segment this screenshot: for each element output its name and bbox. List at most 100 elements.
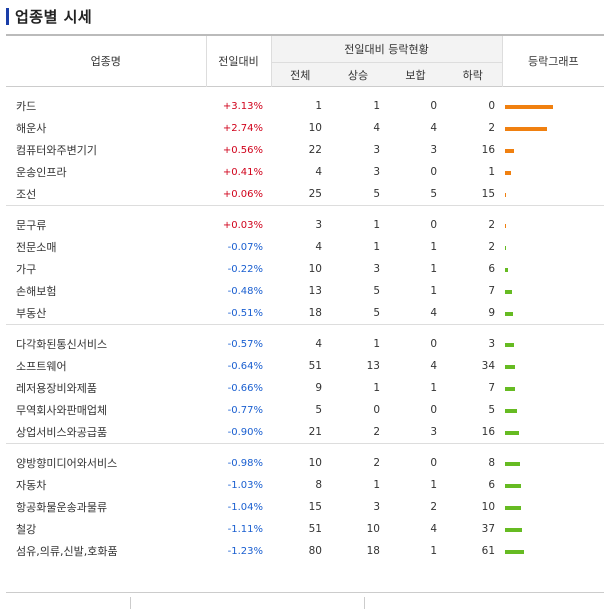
total-count: 51 — [308, 360, 322, 372]
table-body: 카드 +3.13% 1 1 0 0 해운사 +2.74% 10 4 4 2 컴퓨터와주변기기 +0.56%… — [6, 87, 605, 571]
total-count: 21 — [308, 426, 322, 438]
sector-name-link[interactable]: 해운사 — [16, 122, 47, 135]
table-row[interactable]: 컴퓨터와주변기기 +0.56% 22 3 3 16 — [6, 139, 604, 161]
sector-name-link[interactable]: 레저용장비와제품 — [16, 382, 97, 395]
sector-name-link[interactable]: 양방향미디어와서비스 — [16, 457, 118, 470]
sector-name-link[interactable]: 상업서비스와공급품 — [16, 426, 108, 439]
sector-name-link[interactable]: 무역회사와판매업체 — [16, 404, 108, 417]
table-row[interactable]: 조선 +0.06% 25 5 5 15 — [6, 183, 604, 206]
change-rate: -0.90% — [227, 426, 263, 438]
sector-name-link[interactable]: 문구류 — [16, 219, 47, 232]
change-graph-cell — [502, 95, 604, 117]
change-graph-cell — [502, 355, 604, 377]
sector-name-link[interactable]: 철강 — [16, 523, 37, 536]
table-row[interactable]: 항공화물운송과물류 -1.04% 15 3 2 10 — [6, 496, 604, 518]
change-graph-cell — [502, 377, 604, 399]
change-bar — [505, 192, 507, 197]
flat-count: 1 — [430, 545, 437, 557]
rise-count: 1 — [373, 382, 380, 394]
table-row[interactable]: 카드 +3.13% 1 1 0 0 — [6, 95, 604, 117]
sector-name-link[interactable]: 부동산 — [16, 307, 47, 320]
change-bar — [505, 527, 523, 532]
fall-count: 2 — [488, 122, 496, 134]
change-graph-cell — [502, 236, 604, 258]
total-count: 4 — [315, 166, 322, 178]
sector-name-link[interactable]: 컴퓨터와주변기기 — [16, 144, 97, 157]
table-row[interactable]: 상업서비스와공급품 -0.90% 21 2 3 16 — [6, 421, 604, 444]
sector-name-link[interactable]: 카드 — [16, 100, 37, 113]
rise-count: 1 — [373, 219, 380, 231]
group-spacer — [6, 87, 604, 96]
table-row[interactable]: 무역회사와판매업체 -0.77% 5 0 0 5 — [6, 399, 604, 421]
rise-count: 1 — [373, 479, 380, 491]
flat-count: 0 — [430, 219, 437, 231]
fall-count: 15 — [481, 188, 496, 200]
change-bar — [505, 126, 548, 131]
rise-count: 1 — [373, 241, 380, 253]
sector-name-link[interactable]: 다각화된통신서비스 — [16, 338, 108, 351]
change-graph-cell — [502, 399, 604, 421]
table-row[interactable]: 섬유,의류,신발,호화품 -1.23% 80 18 1 61 — [6, 540, 604, 562]
table-row[interactable]: 전문소매 -0.07% 4 1 1 2 — [6, 236, 604, 258]
flat-count: 4 — [430, 360, 437, 372]
change-bar — [505, 148, 515, 153]
table-row[interactable]: 철강 -1.11% 51 10 4 37 — [6, 518, 604, 540]
table-row[interactable]: 소프트웨어 -0.64% 51 13 4 34 — [6, 355, 604, 377]
total-count: 10 — [308, 457, 322, 469]
table-row[interactable]: 다각화된통신서비스 -0.57% 4 1 0 3 — [6, 333, 604, 355]
change-bar — [505, 223, 507, 228]
group-spacer — [6, 325, 604, 333]
sector-name-link[interactable]: 운송인프라 — [16, 166, 67, 179]
fall-count: 2 — [488, 219, 496, 231]
sector-name-link[interactable]: 소프트웨어 — [16, 360, 67, 373]
change-rate: -1.03% — [227, 479, 263, 491]
change-bar — [505, 461, 521, 466]
change-bar — [505, 342, 515, 347]
total-count: 10 — [308, 122, 322, 134]
flat-count: 5 — [430, 188, 437, 200]
table-row[interactable]: 가구 -0.22% 10 3 1 6 — [6, 258, 604, 280]
sector-name-link[interactable]: 가구 — [16, 263, 37, 276]
total-count: 4 — [315, 338, 322, 350]
header-status-group: 전일대비 등락현황 — [270, 34, 503, 63]
fall-count: 10 — [481, 501, 496, 513]
flat-count: 2 — [430, 501, 437, 513]
table-row[interactable]: 양방향미디어와서비스 -0.98% 10 2 0 8 — [6, 452, 604, 474]
sector-name-link[interactable]: 항공화물운송과물류 — [16, 501, 108, 514]
flat-count: 0 — [430, 404, 437, 416]
rise-count: 18 — [366, 545, 380, 557]
group-spacer — [6, 444, 604, 452]
table-row[interactable]: 손해보험 -0.48% 13 5 1 7 — [6, 280, 604, 302]
table-row[interactable]: 레저용장비와제품 -0.66% 9 1 1 7 — [6, 377, 604, 399]
change-graph-cell — [502, 161, 604, 183]
fall-count: 6 — [488, 263, 496, 275]
change-rate: -1.23% — [227, 545, 263, 557]
fall-count: 61 — [481, 545, 496, 557]
fall-count: 37 — [481, 523, 496, 535]
table-row[interactable]: 부동산 -0.51% 18 5 4 9 — [6, 302, 604, 325]
change-bar — [505, 311, 514, 316]
sector-name-link[interactable]: 전문소매 — [16, 241, 57, 254]
change-rate: -0.98% — [227, 457, 263, 469]
table-row[interactable]: 해운사 +2.74% 10 4 4 2 — [6, 117, 604, 139]
change-graph-cell — [502, 421, 604, 444]
rise-count: 3 — [373, 501, 380, 513]
sector-name-link[interactable]: 손해보험 — [16, 285, 57, 298]
sector-name-link[interactable]: 섬유,의류,신발,호화품 — [16, 545, 118, 558]
change-rate: +0.06% — [222, 188, 263, 200]
change-graph-cell — [502, 117, 604, 139]
table-row[interactable]: 운송인프라 +0.41% 4 3 0 1 — [6, 161, 604, 183]
sector-price-table: 업종명 전일대비 전일대비 등락현황 등락그래프 전체 상승 보합 하락 카드 +… — [6, 34, 605, 571]
table-row[interactable]: 문구류 +0.03% 3 1 0 2 — [6, 214, 604, 236]
rise-count: 4 — [373, 122, 380, 134]
sector-name-link[interactable]: 자동차 — [16, 479, 47, 492]
change-graph-cell — [502, 214, 604, 236]
total-count: 4 — [315, 241, 322, 253]
change-rate: +3.13% — [222, 100, 263, 112]
table-row[interactable]: 자동차 -1.03% 8 1 1 6 — [6, 474, 604, 496]
total-count: 10 — [308, 263, 322, 275]
sector-name-link[interactable]: 조선 — [16, 188, 37, 201]
change-bar — [505, 289, 513, 294]
fall-count: 8 — [488, 457, 496, 469]
flat-count: 1 — [430, 285, 437, 297]
